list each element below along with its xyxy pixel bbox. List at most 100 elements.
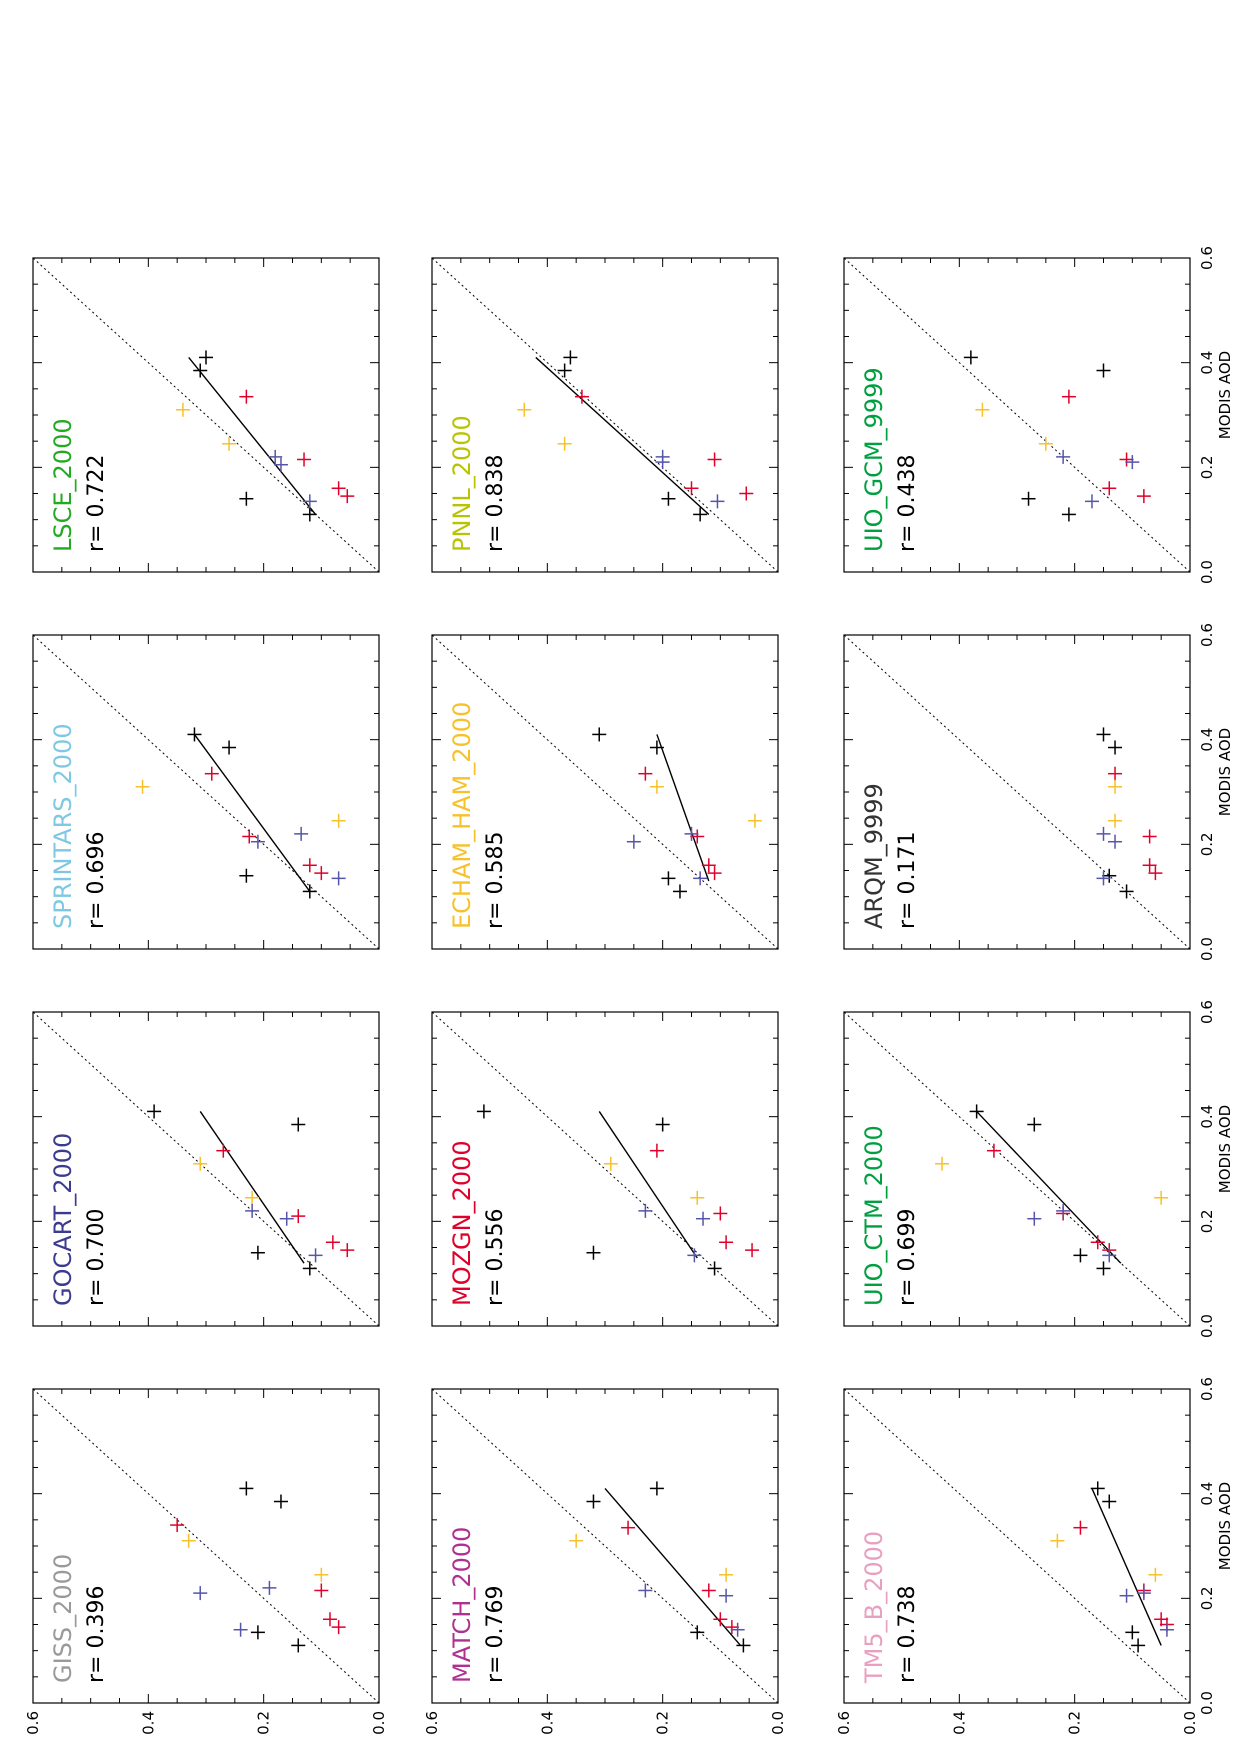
panel-title: ARQM_9999 — [860, 783, 888, 929]
x-tick-label: 0.2 — [1198, 1209, 1216, 1233]
data-point — [273, 1494, 288, 1509]
data-point — [603, 1156, 618, 1171]
data-point — [1061, 507, 1076, 522]
data-point — [557, 363, 572, 378]
data-point — [745, 1243, 760, 1258]
data-point — [1136, 489, 1151, 504]
data-point — [661, 491, 676, 506]
data-point — [1090, 1481, 1105, 1496]
data-point — [302, 1261, 317, 1276]
data-point — [297, 452, 312, 467]
x-tick-label: 0.6 — [1198, 623, 1216, 647]
data-point — [239, 389, 254, 404]
data-point — [1102, 1494, 1117, 1509]
panel-gocart-2000: GOCART_2000 r= 0.700 — [32, 1011, 380, 1327]
x-tick-label: 0.6 — [1198, 1377, 1216, 1401]
data-point — [586, 1494, 601, 1509]
panel-title: GOCART_2000 — [49, 1133, 77, 1306]
data-point — [187, 727, 202, 742]
data-point — [592, 727, 607, 742]
data-point — [1096, 727, 1111, 742]
data-point — [302, 858, 317, 873]
fit-line — [1091, 1488, 1162, 1646]
data-point — [245, 1190, 260, 1205]
data-point — [557, 436, 572, 451]
data-point — [476, 1104, 491, 1119]
data-point — [1050, 1533, 1065, 1548]
data-point — [710, 494, 725, 509]
data-point — [690, 1190, 705, 1205]
data-point — [199, 350, 213, 365]
data-point — [268, 449, 283, 464]
y-tick-label: 0.2 — [1066, 1711, 1084, 1735]
correlation-label: r= 0.838 — [483, 455, 508, 552]
data-point — [314, 1583, 329, 1598]
data-point — [1096, 363, 1111, 378]
data-point — [222, 436, 237, 451]
x-tick-label: 0.2 — [1198, 455, 1216, 479]
data-point — [719, 1567, 734, 1582]
x-tick-label: 0.4 — [1198, 1482, 1216, 1506]
data-point — [747, 813, 762, 828]
data-point — [193, 1586, 208, 1601]
y-tick-label: 0.2 — [255, 1711, 273, 1735]
correlation-label: r= 0.738 — [895, 1586, 920, 1683]
data-point — [1102, 1248, 1117, 1263]
data-point — [719, 1235, 734, 1250]
data-point — [963, 350, 978, 365]
data-point — [1027, 1117, 1042, 1132]
y-tick-label: 0.6 — [423, 1711, 441, 1735]
x-tick-label: 0.6 — [1198, 1000, 1216, 1024]
data-point — [969, 1104, 984, 1119]
correlation-label: r= 0.585 — [483, 832, 508, 929]
data-point — [690, 1625, 705, 1640]
data-point — [1119, 452, 1134, 467]
data-point — [724, 1620, 739, 1635]
data-point — [1084, 494, 1099, 509]
data-point — [291, 1209, 306, 1224]
data-point — [1027, 1211, 1042, 1226]
x-tick-label: 0.4 — [1198, 728, 1216, 752]
correlation-label: r= 0.396 — [84, 1586, 109, 1683]
x-tick-label: 0.0 — [1198, 1314, 1216, 1338]
fit-line — [193, 734, 311, 892]
data-point — [739, 486, 754, 501]
x-tick-label: 0.4 — [1198, 1105, 1216, 1129]
data-point — [693, 871, 708, 886]
correlation-label: r= 0.722 — [84, 455, 109, 552]
y-tick-label: 0.6 — [24, 1711, 42, 1735]
x-axis-label: MODIS AOD — [1216, 728, 1234, 816]
fit-line — [188, 356, 317, 515]
data-point — [649, 1481, 664, 1496]
data-point — [661, 871, 676, 886]
data-point — [279, 1211, 294, 1226]
panel-title: TM5_B_2000 — [860, 1531, 888, 1684]
data-point — [707, 452, 722, 467]
x-tick-label: 0.0 — [1198, 1691, 1216, 1715]
data-point — [1108, 779, 1123, 794]
data-point — [1154, 1190, 1169, 1205]
data-point — [1142, 829, 1157, 844]
correlation-label: r= 0.699 — [895, 1209, 920, 1306]
data-point — [638, 766, 653, 781]
data-point — [1108, 834, 1123, 849]
data-point — [193, 1156, 208, 1171]
data-point — [713, 1612, 728, 1627]
fit-line — [535, 356, 710, 515]
data-point — [638, 1583, 653, 1598]
x-tick-label: 0.0 — [1198, 560, 1216, 584]
data-point — [696, 1211, 711, 1226]
data-point — [1131, 1638, 1146, 1653]
panel-sprintars-2000: SPRINTARS_2000 r= 0.696 — [32, 634, 380, 950]
data-point — [170, 1518, 185, 1533]
data-point — [684, 826, 699, 841]
x-axis-label: MODIS AOD — [1216, 351, 1234, 439]
correlation-label: r= 0.769 — [483, 1586, 508, 1683]
fit-line — [598, 1111, 698, 1259]
correlation-label: r= 0.171 — [895, 832, 920, 929]
data-point — [262, 1580, 277, 1595]
data-point — [239, 491, 254, 506]
data-point — [147, 1104, 162, 1119]
data-point — [1159, 1622, 1174, 1637]
panel-title: MATCH_2000 — [448, 1527, 476, 1683]
